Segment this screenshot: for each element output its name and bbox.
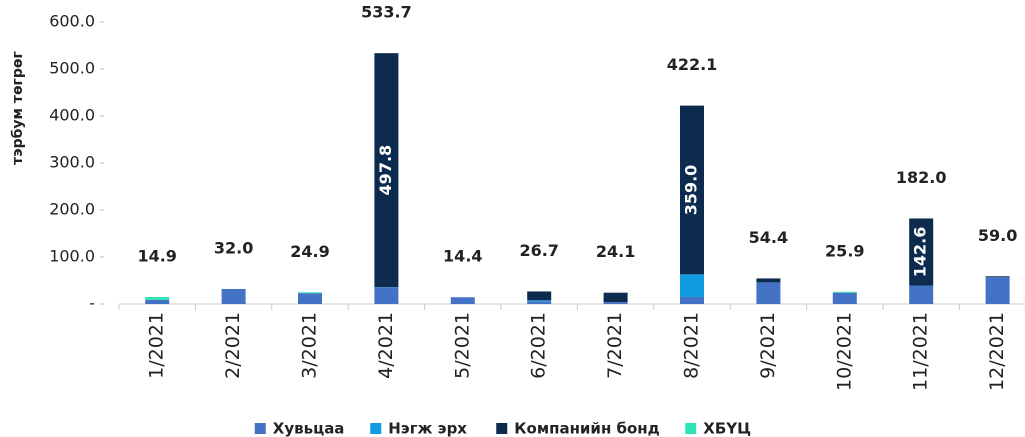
total-label: 25.9 [825,241,864,260]
x-tick-label: 11/2021 [910,312,932,391]
bar-value-label: 142.6 [911,227,930,278]
bar-segment [832,291,857,293]
bar-value-label: 497.8 [376,145,395,196]
bar-segment [374,53,399,288]
y-tick-label: 600.0 [49,12,95,31]
bar-segment [374,287,399,304]
bar-segment [680,105,704,275]
total-label: 24.9 [290,242,329,261]
bar-segment [527,300,552,302]
bar-segment [221,288,246,304]
legend-label: Хувьцаа [273,420,345,437]
legend-swatch [496,423,508,434]
y-axis-title: тэрбум төгрөг [10,51,26,165]
bar-segment [756,278,781,283]
bar-segment [680,274,704,297]
bar-segment [603,302,628,304]
x-tick-label: 5/2021 [451,312,473,379]
total-label: 14.4 [443,247,482,266]
total-label: 59.0 [978,226,1017,245]
total-label: 533.7 [361,3,412,22]
y-tick-label: 100.0 [49,247,95,266]
bar-segment [298,292,322,294]
legend-label: ХБҮЦ [703,420,751,437]
x-tick-label: 3/2021 [299,312,321,379]
bar-segment [985,277,1010,304]
total-label: 422.1 [667,55,718,74]
legend-swatch [254,423,266,434]
y-tick-label: 400.0 [49,106,95,125]
bar-segment [909,218,934,286]
bar-segment [909,285,934,304]
total-label: 32.0 [214,238,253,257]
x-tick-label: 4/2021 [375,312,397,379]
x-tick-label: 8/2021 [681,312,703,379]
legend-swatch [685,423,697,434]
bar-segment [298,293,322,304]
total-label: 54.4 [749,228,788,247]
bar-segment [680,296,704,304]
x-tick-label: 10/2021 [833,312,855,391]
y-tick-label: 500.0 [49,59,95,78]
total-label: 182.0 [896,168,947,187]
legend-label: Нэгж эрх [388,420,467,437]
total-label: 24.1 [596,242,635,261]
total-label: 26.7 [519,241,558,260]
bar-segment [145,299,170,304]
bar-segment [527,301,552,304]
y-tick-label: - [89,294,95,313]
x-tick-label: 6/2021 [528,312,550,379]
bar-value-label: 359.0 [682,165,701,216]
x-tick-label: 7/2021 [604,312,626,379]
x-tick-label: 12/2021 [986,312,1008,391]
x-tick-label: 2/2021 [222,312,244,379]
x-tick-label: 1/2021 [146,312,168,379]
legend-label: Компанийн бонд [514,420,660,437]
bar-segment [832,292,857,304]
bar-segment [145,296,170,300]
bar-segment [527,291,552,301]
legend-swatch [370,423,382,434]
bar-segment [603,292,628,303]
bar-segment [985,276,1010,278]
total-label: 14.9 [137,246,176,265]
bar-segment [756,282,781,304]
y-tick-label: 200.0 [49,200,95,219]
x-tick-label: 9/2021 [757,312,779,379]
y-tick-label: 300.0 [49,153,95,172]
bar-segment [450,297,475,304]
